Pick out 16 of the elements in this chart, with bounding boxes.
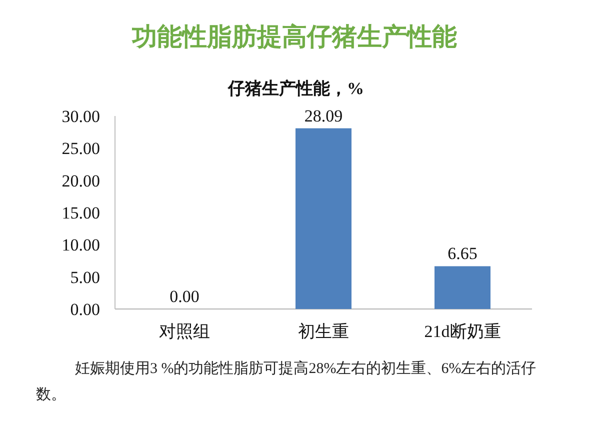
- text: 妊娠期使用3 %的功能性脂肪可提高28%左右的初生重、6%左右的活仔数。: [36, 359, 538, 405]
- x-tick-label: 21d断奶重: [424, 322, 501, 341]
- chart-title: 功能性脂肪提高仔猪生产性能: [130, 21, 458, 53]
- y-tick-label: 25.00: [62, 139, 100, 158]
- x-tick-label: 初生重: [298, 322, 349, 341]
- y-tick-label: 10.00: [62, 236, 100, 255]
- y-tick-label: 0.00: [70, 300, 100, 319]
- y-tick-label: 20.00: [62, 171, 100, 190]
- y-tick-label: 15.00: [62, 204, 100, 222]
- y-tick-label: 5.00: [70, 268, 100, 287]
- data-label: 28.09: [304, 106, 343, 126]
- data-label: 0.00: [170, 287, 200, 306]
- y-tick-label: 30.00: [62, 107, 100, 126]
- x-tick-label: 对照组: [159, 322, 210, 341]
- data-label: 6.65: [448, 244, 478, 264]
- chart-subtitle: 仔猪生产性能，%: [227, 79, 364, 98]
